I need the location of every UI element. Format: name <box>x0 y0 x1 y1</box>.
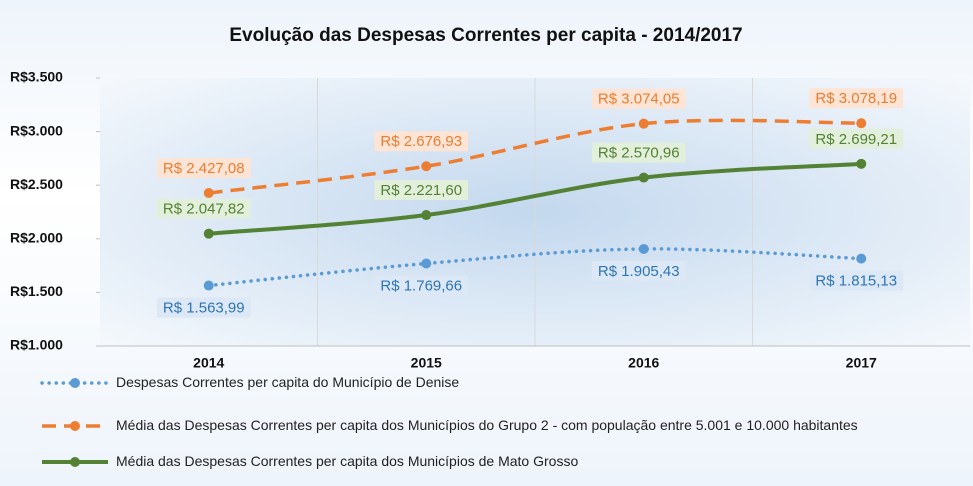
series-line <box>208 118 862 195</box>
legend-marker <box>70 378 80 388</box>
legend-label: Despesas Correntes per capita do Municíp… <box>116 374 460 390</box>
y-tick-label: R$3.000 <box>10 122 63 138</box>
label-box <box>156 297 251 318</box>
y-tick-label: R$2.000 <box>10 230 63 246</box>
point <box>421 161 432 172</box>
data-label: R$ 2.047,82 <box>163 201 245 218</box>
series-line <box>207 247 863 288</box>
label-box <box>591 260 686 281</box>
data-label: R$ 2.427,08 <box>163 160 245 177</box>
data-label: R$ 1.815,13 <box>815 273 897 290</box>
chart-title: Evolução das Despesas Correntes per capi… <box>229 25 742 46</box>
legend-label: Média das Despesas Correntes per capita … <box>116 453 579 469</box>
data-label: R$ 2.699,21 <box>815 131 897 148</box>
label-box <box>374 275 469 296</box>
label-box <box>156 198 251 219</box>
label-box <box>809 128 904 149</box>
point <box>856 118 867 129</box>
point <box>638 243 649 254</box>
label-box <box>809 88 904 109</box>
x-tick-label: 2017 <box>846 355 877 371</box>
label-box <box>591 88 686 109</box>
x-tick-label: 2015 <box>411 355 442 371</box>
y-tick-label: R$2.500 <box>10 176 63 192</box>
point <box>203 188 214 199</box>
point <box>856 253 867 264</box>
point <box>203 228 214 239</box>
point <box>638 172 649 183</box>
label-box <box>156 158 251 179</box>
y-tick-label: R$1.500 <box>10 283 63 299</box>
legend-marker <box>70 457 80 467</box>
data-label: R$ 3.074,05 <box>598 91 680 108</box>
data-label: R$ 2.676,93 <box>380 133 462 150</box>
data-label: R$ 1.563,99 <box>163 300 245 317</box>
y-tick-label: R$1.000 <box>10 337 63 353</box>
point <box>421 210 432 221</box>
point <box>856 158 867 169</box>
x-tick-label: 2016 <box>628 355 659 371</box>
point <box>203 280 214 291</box>
point <box>421 258 432 269</box>
data-label: R$ 2.570,96 <box>598 145 680 162</box>
point <box>638 118 649 129</box>
label-box <box>809 270 904 291</box>
data-label: R$ 1.905,43 <box>598 263 680 280</box>
legend-label: Média das Despesas Correntes per capita … <box>116 417 858 433</box>
legend-marker <box>70 421 80 431</box>
y-tick-label: R$3.500 <box>10 69 63 85</box>
label-box <box>591 142 686 163</box>
series-line <box>208 161 862 236</box>
label-box <box>374 180 469 201</box>
label-box <box>374 131 469 152</box>
data-label: R$ 2.221,60 <box>380 182 462 199</box>
data-label: R$ 3.078,19 <box>815 90 897 107</box>
x-tick-label: 2014 <box>193 355 224 371</box>
data-label: R$ 1.769,66 <box>380 277 462 294</box>
